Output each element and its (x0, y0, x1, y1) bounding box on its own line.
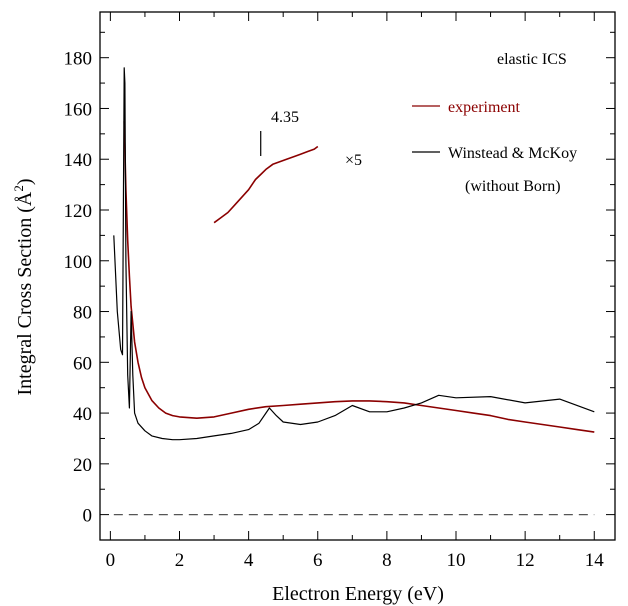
y-tick-label: 140 (64, 150, 93, 171)
y-tick-label: 60 (73, 353, 92, 374)
x-tick-label: 4 (244, 550, 254, 571)
y-tick-label: 20 (73, 455, 92, 476)
y-axis-title: Integral Cross Section (Å2) (11, 178, 36, 395)
legend: experiment Winstead & McKoy (without Bor… (412, 99, 577, 195)
y-tick-label: 120 (64, 201, 93, 222)
plot-frame (99, 11, 616, 541)
x-tick-label: 12 (516, 550, 535, 571)
y-tick-label: 180 (64, 49, 93, 70)
experiment-curve (123, 121, 595, 433)
x-tick-label: 2 (175, 550, 185, 571)
panel-label: elastic ICS (497, 51, 567, 68)
y-tick-label: 160 (64, 99, 93, 120)
y-tick-label: 0 (83, 506, 93, 527)
y-tick-label: 40 (73, 404, 92, 425)
legend-label-experiment: experiment (448, 99, 521, 116)
x-tick-label: 0 (106, 550, 116, 571)
legend-label-theory-note: (without Born) (465, 178, 561, 195)
x-tick-label: 10 (447, 550, 466, 571)
legend-label-theory: Winstead & McKoy (448, 145, 577, 162)
x-tick-label: 8 (382, 550, 392, 571)
winstead-mckoy-curve (113, 67, 595, 441)
y-tick-label: 80 (73, 303, 92, 324)
x-tick-label: 6 (313, 550, 323, 571)
series-group (113, 67, 595, 516)
y-axis-title-close: ) (14, 178, 36, 185)
y-axis-title-sup: 2 (11, 185, 26, 192)
peak-energy-label: 4.35 (271, 109, 299, 126)
x-axis-title: Electron Energy (eV) (272, 583, 444, 605)
scale-factor-label: ×5 (345, 152, 362, 169)
y-axis-title-main: Integral Cross Section (Å (14, 191, 36, 395)
y-tick-label: 100 (64, 252, 93, 273)
experiment-scaled-curve (213, 145, 319, 224)
x-tick-label: 14 (585, 550, 605, 571)
